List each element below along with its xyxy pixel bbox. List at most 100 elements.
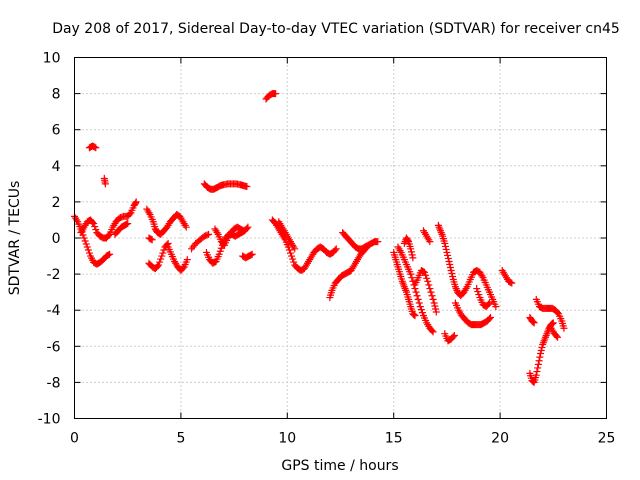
data-point	[81, 237, 89, 245]
data-point	[288, 252, 296, 260]
data-point	[410, 310, 418, 318]
data-point	[537, 347, 545, 355]
data-point	[533, 368, 541, 376]
data-point	[156, 258, 164, 266]
data-point	[428, 292, 436, 300]
data-point	[508, 279, 516, 287]
x-axis-label: GPS time / hours	[281, 458, 398, 474]
data-point	[153, 262, 161, 270]
data-point	[80, 234, 88, 242]
series-seg-ae	[526, 313, 538, 327]
data-point	[289, 255, 297, 263]
data-point	[408, 251, 416, 259]
data-point	[407, 270, 415, 278]
data-point	[432, 308, 440, 316]
data-point	[285, 246, 293, 254]
series-seg-c	[111, 220, 132, 238]
y-tick-label: 10	[43, 51, 61, 67]
data-point	[441, 239, 449, 247]
y-tick-label: -6	[47, 339, 61, 355]
data-point	[417, 306, 425, 314]
series-seg-m	[200, 180, 251, 193]
series-seg-x	[419, 227, 434, 246]
data-point	[444, 251, 452, 259]
data-point	[148, 236, 156, 244]
x-tick-label: 5	[176, 431, 185, 447]
data-point	[132, 199, 140, 207]
data-point	[534, 360, 542, 368]
data-point	[409, 254, 417, 262]
data-point	[101, 180, 109, 188]
data-point	[560, 324, 568, 332]
data-point	[449, 333, 457, 341]
data-point	[179, 264, 187, 272]
data-point	[159, 249, 167, 257]
data-point	[429, 328, 437, 336]
data-point	[445, 257, 453, 265]
series-seg-ab	[441, 330, 458, 345]
data-point	[548, 320, 556, 328]
data-point	[422, 271, 430, 279]
data-point	[84, 246, 92, 254]
plot-frame	[74, 57, 607, 419]
data-point	[448, 269, 456, 277]
series-seg-j	[188, 230, 213, 253]
y-tick-label: -2	[47, 267, 61, 283]
y-tick-label: 8	[52, 87, 61, 103]
series-seg-ac	[498, 266, 516, 287]
data-point	[248, 250, 256, 258]
series-seg-f	[143, 205, 190, 238]
series-seg-ag	[547, 324, 562, 341]
series-seg-q	[275, 218, 299, 253]
series-seg-v	[400, 234, 417, 262]
data-point	[475, 291, 483, 299]
data-point	[83, 243, 91, 251]
y-tick-label: -8	[47, 375, 61, 391]
data-point	[423, 274, 431, 282]
data-point	[205, 230, 213, 238]
series-seg-p	[268, 216, 340, 274]
data-point	[427, 288, 435, 296]
series-seg-o	[262, 90, 280, 103]
data-point	[549, 319, 557, 327]
data-point	[85, 249, 93, 257]
data-point	[124, 220, 132, 228]
data-point	[105, 251, 113, 259]
x-tick-label: 20	[491, 431, 509, 447]
data-point	[492, 303, 500, 311]
y-tick-label: 0	[52, 231, 61, 247]
series-seg-y	[434, 221, 500, 311]
data-point	[132, 198, 140, 206]
data-point	[552, 332, 560, 340]
data-point	[430, 299, 438, 307]
data-point	[447, 266, 455, 274]
x-tick-label: 0	[70, 431, 79, 447]
data-point	[291, 245, 299, 253]
data-point	[442, 245, 450, 253]
data-point	[474, 288, 482, 296]
data-point	[412, 288, 420, 296]
data-point	[411, 312, 419, 320]
data-point	[407, 245, 415, 253]
data-point	[529, 318, 537, 326]
data-point	[183, 256, 191, 264]
data-point	[332, 245, 340, 253]
data-point	[215, 250, 223, 258]
data-point	[243, 183, 251, 191]
series-seg-l	[211, 223, 248, 249]
data-points	[71, 90, 568, 386]
data-point	[147, 235, 155, 243]
data-point	[123, 220, 131, 228]
data-point	[431, 302, 439, 310]
data-point	[410, 311, 418, 319]
series-seg-b	[77, 198, 140, 242]
series-seg-u	[394, 243, 437, 336]
data-point	[534, 364, 542, 372]
data-point	[216, 247, 224, 255]
data-point	[416, 303, 424, 311]
data-point	[203, 231, 211, 239]
data-point	[409, 277, 417, 285]
data-point	[432, 305, 440, 313]
data-point	[426, 285, 434, 293]
data-point	[92, 226, 100, 234]
